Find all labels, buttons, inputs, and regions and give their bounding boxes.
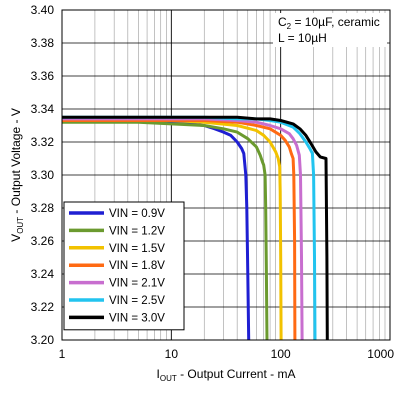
- legend-entry-label: VIN = 2.5V: [109, 295, 165, 307]
- plot-frame: [61, 9, 391, 341]
- legend-entry-label: VIN = 3.0V: [109, 312, 165, 324]
- y-tick-label: 3.36: [31, 69, 55, 83]
- series-lines: [62, 115, 329, 341]
- y-axis-label-rest: - Output Voltage - V: [9, 108, 23, 217]
- x-tick-label: 100: [271, 347, 291, 361]
- y-tick-label: 3.38: [31, 36, 55, 50]
- x-axis-label-rest: - Output Current - mA: [177, 367, 296, 381]
- series-line: [62, 120, 269, 341]
- annotation-capacitor-rest: = 10µF, ceramic: [291, 15, 380, 29]
- x-tick-label: 10: [165, 347, 179, 361]
- annotation-background: [273, 13, 387, 47]
- y-axis-label-sub: OUT: [16, 217, 25, 234]
- legend-entry-label: VIN = 0.9V: [109, 208, 165, 220]
- x-tick-label: 1: [59, 347, 66, 361]
- annotation-capacitor: C2 = 10µF, ceramic: [278, 15, 380, 31]
- y-tick-label: 3.20: [31, 333, 55, 347]
- x-axis-label: IOUT - Output Current - mA: [157, 367, 296, 383]
- annotation-capacitor-sub: 2: [287, 22, 292, 31]
- x-tick-label: 1000: [367, 347, 394, 361]
- y-tick-label: 3.28: [31, 201, 55, 215]
- legend-entry-label: VIN = 2.1V: [109, 278, 165, 290]
- y-axis-label: VOUT - Output Voltage - V: [9, 108, 25, 242]
- y-tick-label: 3.26: [31, 234, 55, 248]
- series-line: [62, 117, 304, 341]
- y-tick-labels: 3.20 3.22 3.24 3.26 3.28 3.30 3.32 3.34 3.36 3.38…: [31, 3, 55, 347]
- series-line: [62, 115, 329, 341]
- x-axis-label-main: I: [157, 367, 160, 381]
- x-axis-label-sub: OUT: [160, 374, 177, 383]
- y-tick-label: 3.22: [31, 300, 55, 314]
- y-tick-label: 3.24: [31, 267, 55, 281]
- y-tick-label: 3.40: [31, 3, 55, 17]
- y-axis-label-main: V: [9, 234, 23, 242]
- legend-entry-label: VIN = 1.5V: [109, 243, 165, 255]
- y-tick-label: 3.30: [31, 168, 55, 182]
- legend-entry-label: VIN = 1.8V: [109, 260, 165, 272]
- annotation-inductor: L = 10µH: [278, 31, 327, 45]
- legend: VIN = 0.9V VIN = 1.2V VIN = 1.5V VIN = 1.8V…: [63, 201, 185, 331]
- x-tick-labels: 1 10 100 1000: [59, 347, 395, 361]
- series-line: [62, 119, 297, 341]
- y-tick-label: 3.32: [31, 135, 55, 149]
- annotation-inductor-main: L = 10µH: [278, 31, 327, 45]
- y-tick-label: 3.34: [31, 102, 55, 116]
- legend-entry-label: VIN = 1.2V: [109, 225, 165, 237]
- annotation-capacitor-main: C: [278, 15, 287, 29]
